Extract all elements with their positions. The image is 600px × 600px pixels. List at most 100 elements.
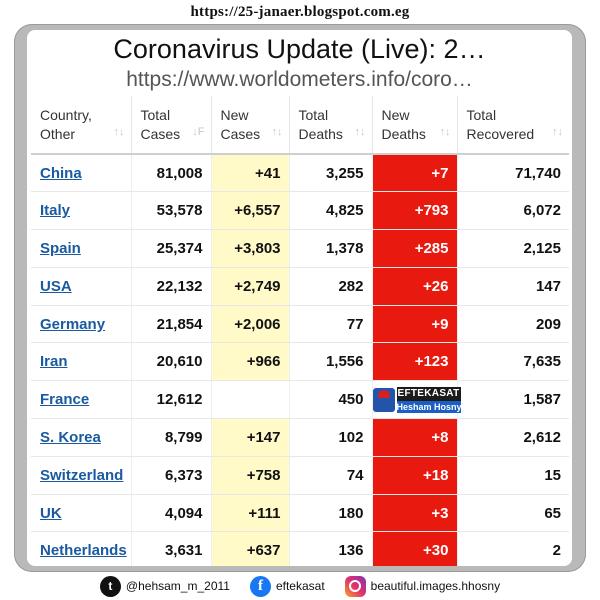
cell-country[interactable]: Netherlands (31, 531, 132, 566)
sort-icon[interactable]: ↑↓ (271, 126, 283, 138)
watermark-logo: EFTEKASAT Hesham Hosny (372, 385, 463, 415)
cell-country[interactable]: Iran (31, 342, 132, 382)
cell-new-deaths: +123 (372, 342, 458, 382)
sort-icon[interactable]: ↓F (192, 126, 205, 138)
cases-table: Country, Other ↑↓ Total Cases ↓F New Cases ↑↓ Tot… (31, 96, 569, 566)
cell-total-cases: 6,373 (131, 456, 212, 495)
column-header-line2: Cases (140, 125, 181, 142)
instagram-icon (344, 575, 366, 597)
table-row: Switzerland 6,373 +758 74 +18 15 (31, 456, 569, 495)
column-header-line2: Recovered (466, 125, 535, 142)
cell-country[interactable]: France (31, 380, 132, 420)
cell-new-cases: +966 (211, 342, 290, 382)
cell-total-recovered: 71,740 (457, 154, 569, 193)
social-footer: t @hehsam_m_2011 f eftekasat beautiful.image… (0, 574, 600, 598)
sort-icon[interactable]: ↑↓ (113, 126, 125, 138)
cell-new-deaths: +793 (372, 191, 458, 231)
cell-total-deaths: 77 (289, 305, 373, 344)
column-header-line1: Total (466, 106, 497, 123)
cell-country[interactable]: Spain (31, 229, 132, 268)
table-row: China 81,008 +41 3,255 +7 71,740 (31, 154, 569, 193)
facebook-icon: f (249, 575, 271, 597)
cell-total-deaths: 4,825 (289, 191, 373, 231)
cell-new-deaths: +8 (372, 418, 458, 457)
cell-total-deaths: 74 (289, 456, 373, 495)
table-row: S. Korea 8,799 +147 102 +8 2,612 (31, 418, 569, 457)
cell-new-deaths: EFTEKASAT Hesham Hosny (372, 380, 462, 420)
cell-total-recovered: 2,125 (457, 229, 569, 268)
cell-total-cases: 4,094 (131, 494, 212, 533)
social-twitter[interactable]: t @hehsam_m_2011 (99, 575, 230, 597)
cell-new-cases: +2,006 (211, 305, 290, 344)
social-facebook[interactable]: f eftekasat (249, 575, 325, 597)
cell-total-cases: 12,612 (131, 380, 212, 420)
column-header-line2: Deaths (298, 125, 343, 142)
table-row: Germany 21,854 +2,006 77 +9 209 (31, 305, 569, 344)
social-instagram[interactable]: beautiful.images.hhosny (344, 575, 501, 597)
cell-country[interactable]: S. Korea (31, 418, 132, 457)
cell-total-cases: 20,610 (131, 342, 212, 382)
table-row: Iran 20,610 +966 1,556 +123 7,635 (31, 342, 569, 382)
cell-total-deaths: 180 (289, 494, 373, 533)
cell-total-recovered: 1,587 (457, 380, 569, 420)
page-url[interactable]: https://www.worldometers.info/coro… (126, 68, 473, 91)
cell-total-cases: 22,132 (131, 267, 212, 306)
table-row: Spain 25,374 +3,803 1,378 +285 2,125 (31, 229, 569, 268)
table-body: China 81,008 +41 3,255 +7 71,740 Italy 53,578 +6… (31, 154, 569, 566)
cell-total-cases: 53,578 (131, 191, 212, 231)
sort-icon[interactable]: ↑↓ (354, 126, 366, 138)
cell-new-cases: +2,749 (211, 267, 290, 306)
cell-new-deaths: +26 (372, 267, 458, 306)
cell-total-cases: 8,799 (131, 418, 212, 457)
sort-icon[interactable]: ↑↓ (552, 126, 563, 138)
cell-total-cases: 81,008 (131, 154, 212, 193)
cell-new-deaths: +18 (372, 456, 458, 495)
cell-total-recovered: 6,072 (457, 191, 569, 231)
cell-total-deaths: 282 (289, 267, 373, 306)
cell-new-cases: +111 (211, 494, 290, 533)
cell-total-deaths: 3,255 (289, 154, 373, 193)
cell-total-cases: 3,631 (131, 531, 212, 566)
cell-new-cases: +147 (211, 418, 290, 457)
column-header-line1: Total (298, 106, 329, 123)
cell-total-recovered: 65 (457, 494, 569, 533)
column-header-total-recovered[interactable]: Total Recovered ↑↓ (457, 96, 569, 155)
cell-new-cases: +6,557 (211, 191, 290, 231)
column-header-line1: Total (140, 106, 171, 123)
social-handle: beautiful.images.hhosny (370, 579, 501, 593)
table-row: UK 4,094 +111 180 +3 65 (31, 494, 569, 533)
column-header-line1: New (381, 106, 410, 123)
table-header-row: Country, Other ↑↓ Total Cases ↓F New Cases ↑↓ Tot… (31, 96, 569, 155)
social-handle: eftekasat (275, 579, 325, 593)
cell-new-deaths: +9 (372, 305, 458, 344)
cell-total-deaths: 1,378 (289, 229, 373, 268)
avatar-logo-icon (372, 387, 395, 412)
column-header-total-deaths[interactable]: Total Deaths ↑↓ (289, 96, 373, 155)
cell-new-deaths: +7 (372, 154, 458, 193)
blog-url: https://25-janaer.blogspot.com.eg (190, 4, 410, 20)
cell-country[interactable]: Switzerland (31, 456, 132, 495)
page-title: Coronavirus Update (Live): 2… (113, 34, 486, 64)
column-header-new-deaths[interactable]: New Deaths ↑↓ (372, 96, 458, 155)
cell-total-recovered: 7,635 (457, 342, 569, 382)
table-row: Netherlands 3,631 +637 136 +30 2 (31, 531, 569, 566)
column-header-total-cases[interactable]: Total Cases ↓F (131, 96, 212, 155)
column-header-new-cases[interactable]: New Cases ↑↓ (211, 96, 290, 155)
cell-country[interactable]: UK (31, 494, 132, 533)
cell-country[interactable]: Germany (31, 305, 132, 344)
cell-total-cases: 25,374 (131, 229, 212, 268)
cell-total-cases: 21,854 (131, 305, 212, 344)
table-row: France 12,612 450 EFTEKASAT Hesham Hosny 1,58… (31, 380, 569, 420)
cell-new-deaths: +30 (372, 531, 458, 566)
cell-country[interactable]: USA (31, 267, 132, 306)
column-header-country[interactable]: Country, Other ↑↓ (31, 96, 132, 155)
table-row: Italy 53,578 +6,557 4,825 +793 6,072 (31, 191, 569, 231)
cell-new-cases: +41 (211, 154, 290, 193)
cell-new-cases: +637 (211, 531, 290, 566)
watermark-author: Hesham Hosny (396, 400, 462, 413)
cell-country[interactable]: China (31, 154, 132, 193)
sort-icon[interactable]: ↑↓ (439, 126, 451, 138)
table-row: USA 22,132 +2,749 282 +26 147 (31, 267, 569, 306)
cell-country[interactable]: Italy (31, 191, 132, 231)
cell-total-deaths: 450 (289, 380, 373, 420)
